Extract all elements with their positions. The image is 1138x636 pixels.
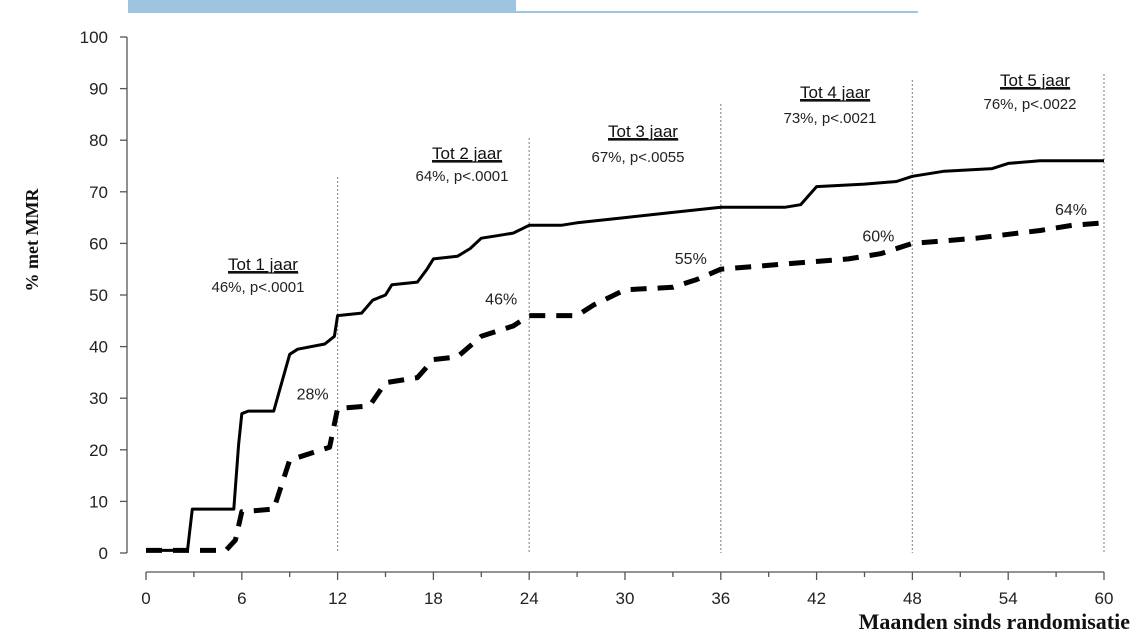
y-tick-label-50: 50 xyxy=(89,286,108,305)
x-tick-label-48: 48 xyxy=(903,589,922,608)
x-tick-label-24: 24 xyxy=(520,589,539,608)
dashed-label-12: 28% xyxy=(297,387,329,404)
y-tick-label-20: 20 xyxy=(89,441,108,460)
y-tick-label-40: 40 xyxy=(89,338,108,357)
annotation-title-3: Tot 3 jaar xyxy=(608,122,678,141)
dashed-label-48: 60% xyxy=(862,228,894,245)
dashed-label-36: 55% xyxy=(675,251,707,268)
y-tick-label-80: 80 xyxy=(89,131,108,150)
y-tick-label-90: 90 xyxy=(89,80,108,99)
annotation-subtitle-5: 76%, p<.0022 xyxy=(984,96,1077,113)
dashed-label-60: 64% xyxy=(1055,202,1087,219)
dashed-label-24: 46% xyxy=(485,292,517,309)
x-axis-title: Maanden sinds randomisatie xyxy=(859,609,1131,634)
x-tick-label-54: 54 xyxy=(999,589,1018,608)
annotation-subtitle-2: 64%, p<.0001 xyxy=(416,168,509,185)
header-banner-fill xyxy=(128,0,516,13)
series-line-solid xyxy=(146,159,1104,552)
reference-lines xyxy=(336,74,1105,553)
x-tick-label-6: 6 xyxy=(237,589,246,608)
annotation-subtitle-4: 73%, p<.0021 xyxy=(784,110,877,127)
y-tick-label-60: 60 xyxy=(89,234,108,253)
x-tick-label-42: 42 xyxy=(807,589,826,608)
axes: 0 10 20 30 40 50 60 70 80 90 100 0 6 12 18 24 30 36 42 48 54… xyxy=(80,28,1114,608)
x-tick-label-12: 12 xyxy=(328,589,347,608)
x-tick-label-30: 30 xyxy=(616,589,635,608)
x-tick-label-18: 18 xyxy=(424,589,443,608)
annotation-title-5: Tot 5 jaar xyxy=(1000,71,1070,90)
annotation-title-2: Tot 2 jaar xyxy=(432,144,502,163)
series-line-dashed xyxy=(146,220,1105,553)
x-tick-label-0: 0 xyxy=(141,589,150,608)
x-tick-label-60: 60 xyxy=(1095,589,1114,608)
annotation-title-1: Tot 1 jaar xyxy=(228,255,298,274)
y-tick-label-70: 70 xyxy=(89,183,108,202)
annotations-layer: Tot 1 jaar 46%, p<.0001 Tot 2 jaar 64%, p<.… xyxy=(212,71,1088,404)
y-tick-label-30: 30 xyxy=(89,389,108,408)
x-tick-label-36: 36 xyxy=(711,589,730,608)
y-axis-title: % met MMR xyxy=(22,188,42,292)
y-tick-label-100: 100 xyxy=(80,28,108,47)
annotation-subtitle-3: 67%, p<.0055 xyxy=(592,149,685,166)
annotation-title-4: Tot 4 jaar xyxy=(800,83,870,102)
y-tick-label-10: 10 xyxy=(89,492,108,511)
annotation-subtitle-1: 46%, p<.0001 xyxy=(212,279,305,296)
y-tick-label-0: 0 xyxy=(99,544,108,563)
series-layer xyxy=(146,159,1105,553)
